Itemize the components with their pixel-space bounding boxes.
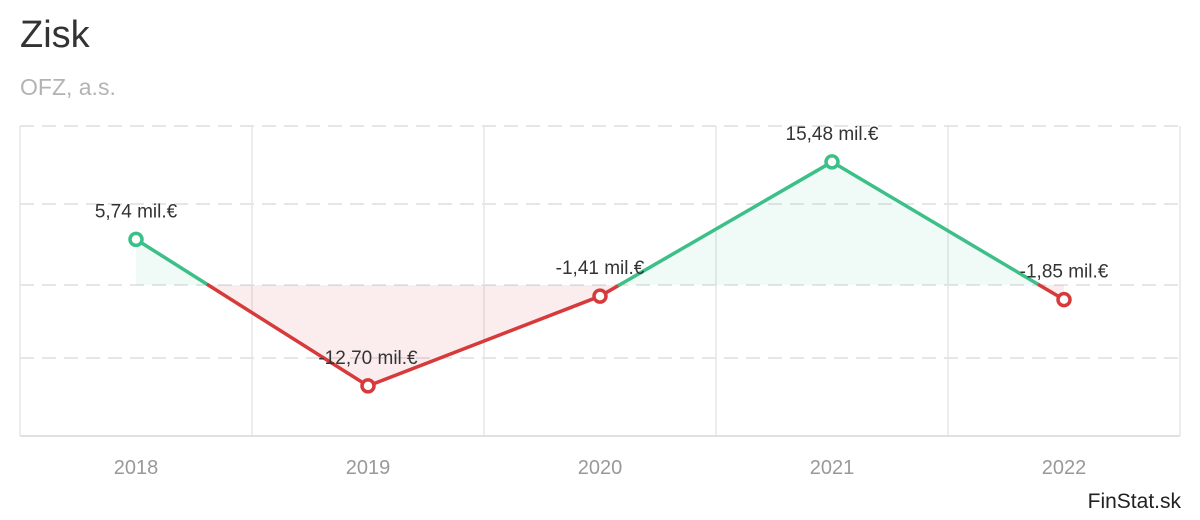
area-negative	[368, 284, 600, 386]
line-segment-positive	[830, 160, 1041, 287]
line-segment-negative	[366, 294, 602, 388]
label-layer: 5,74 mil.€ -12,70 mil.€ -1,41 mil.€ 15,48 m…	[95, 124, 1109, 369]
chart-title: Zisk	[20, 14, 90, 56]
data-point-2019	[360, 378, 376, 394]
x-tick-label-2021: 2021	[810, 457, 855, 479]
tick-layer: 2018 2019 2020 2021 2022	[114, 457, 1087, 479]
grid-layer	[19, 125, 1181, 437]
data-point-2021	[824, 154, 840, 170]
data-label-2021: 15,48 mil.€	[786, 124, 879, 145]
line-segment-positive	[617, 160, 834, 287]
data-label-2018: 5,74 mil.€	[95, 201, 178, 222]
data-point-2022	[1056, 291, 1072, 308]
x-tick-label-2022: 2022	[1042, 457, 1087, 479]
point-layer	[128, 154, 1072, 394]
x-tick-label-2019: 2019	[346, 457, 391, 479]
data-label-2022: -1,85 mil.€	[1020, 262, 1109, 283]
x-tick-label-2020: 2020	[578, 457, 623, 479]
line-layer	[134, 160, 1066, 388]
line-segment-positive	[134, 237, 210, 287]
line-segment-negative	[206, 283, 370, 388]
data-point-2018	[128, 231, 144, 248]
data-label-2019: -12,70 mil.€	[318, 348, 418, 369]
x-tick-label-2018: 2018	[114, 457, 159, 479]
data-point-2020	[592, 288, 608, 304]
chart-subtitle: OFZ, a.s.	[20, 74, 116, 100]
data-label-2020: -1,41 mil.€	[556, 258, 645, 279]
source-credit[interactable]: FinStat.sk	[1087, 490, 1181, 513]
